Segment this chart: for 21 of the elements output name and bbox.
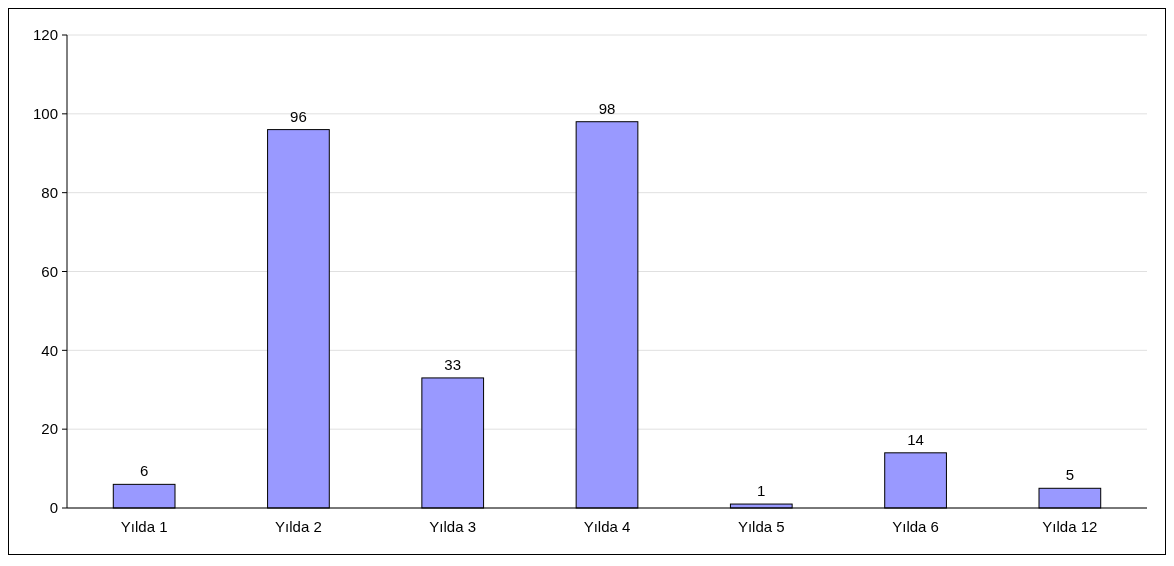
y-tick-label: 20	[41, 420, 58, 438]
x-tick-label: Yılda 4	[583, 518, 631, 535]
y-tick-label: 100	[32, 105, 58, 123]
y-tick-label: 0	[49, 499, 58, 517]
y-tick-label: 120	[32, 26, 58, 44]
x-tick-label: Yılda 2	[275, 518, 322, 535]
x-tick-label: Yılda 5	[737, 518, 785, 535]
data-label: 6	[139, 462, 149, 480]
x-tick-label: Yılda 6	[892, 518, 939, 535]
x-tick-label: Yılda 3	[429, 518, 477, 535]
data-label: 5	[1065, 466, 1075, 484]
y-tick-label: 40	[41, 341, 58, 359]
data-label: 1	[757, 482, 766, 500]
y-tick-label: 60	[41, 262, 58, 280]
data-label: 33	[444, 355, 462, 373]
data-label: 98	[598, 99, 616, 117]
y-tick-label: 80	[41, 183, 58, 201]
x-tick-label: Yılda 1	[120, 518, 168, 535]
data-label: 96	[290, 107, 307, 125]
data-label: 14	[907, 430, 924, 448]
x-tick-label: Yılda 12	[1042, 518, 1098, 535]
